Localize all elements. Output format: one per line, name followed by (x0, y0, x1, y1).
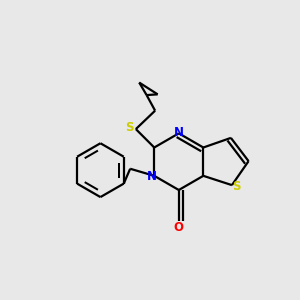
Text: S: S (126, 121, 134, 134)
Text: S: S (232, 180, 240, 193)
Text: N: N (147, 170, 157, 183)
Text: N: N (174, 126, 184, 139)
Text: O: O (174, 221, 184, 234)
